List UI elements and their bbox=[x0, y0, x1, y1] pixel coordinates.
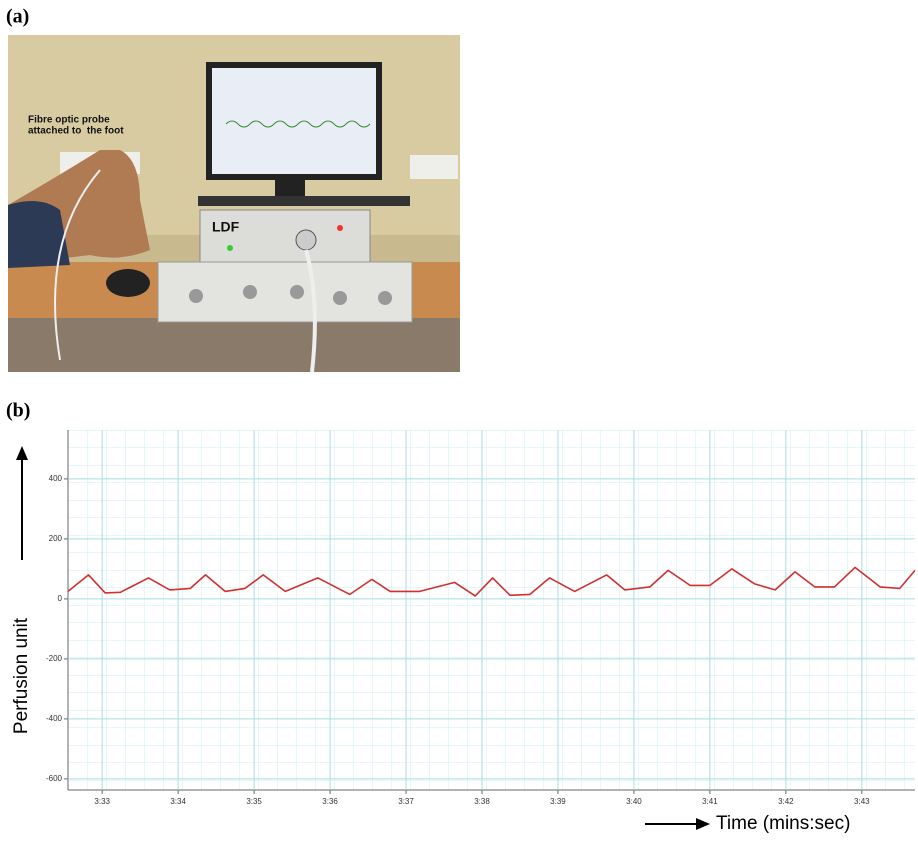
photo: Fibre optic probe attached to the foot L… bbox=[8, 35, 460, 372]
x-tick-label: 3:42 bbox=[778, 797, 794, 806]
photo-label: LDF bbox=[212, 219, 240, 235]
x-tick-label: 3:34 bbox=[170, 797, 186, 806]
photo-note: Fibre optic probe bbox=[28, 115, 110, 126]
x-tick-label: 3:39 bbox=[550, 797, 566, 806]
x-tick-label: 3:36 bbox=[322, 797, 338, 806]
y-tick-label: 200 bbox=[49, 534, 63, 543]
y-axis-label: Perfusion unit bbox=[11, 617, 32, 734]
x-axis-label: Time (mins:sec) bbox=[716, 813, 850, 834]
plot-area bbox=[68, 430, 915, 790]
y-tick-label: 400 bbox=[49, 474, 63, 483]
y-tick-label: -200 bbox=[46, 654, 63, 663]
panel-label: (a) bbox=[6, 6, 29, 28]
panel-label: (b) bbox=[6, 400, 30, 422]
y-tick-label: -400 bbox=[46, 714, 63, 723]
x-tick-label: 3:37 bbox=[398, 797, 414, 806]
arrow-head bbox=[16, 446, 28, 460]
x-tick-label: 3:43 bbox=[854, 797, 870, 806]
x-tick-label: 3:35 bbox=[246, 797, 262, 806]
x-tick-label: 3:38 bbox=[474, 797, 490, 806]
arrow-head bbox=[696, 818, 710, 830]
figure: (a) Fibre optic probe attached to the fo… bbox=[0, 0, 918, 840]
photo-note: attached to the foot bbox=[28, 126, 124, 137]
x-tick-label: 3:33 bbox=[94, 797, 110, 806]
y-tick-label: 0 bbox=[58, 594, 63, 603]
x-tick-label: 3:41 bbox=[702, 797, 718, 806]
y-tick-label: -600 bbox=[46, 774, 63, 783]
x-tick-label: 3:40 bbox=[626, 797, 642, 806]
